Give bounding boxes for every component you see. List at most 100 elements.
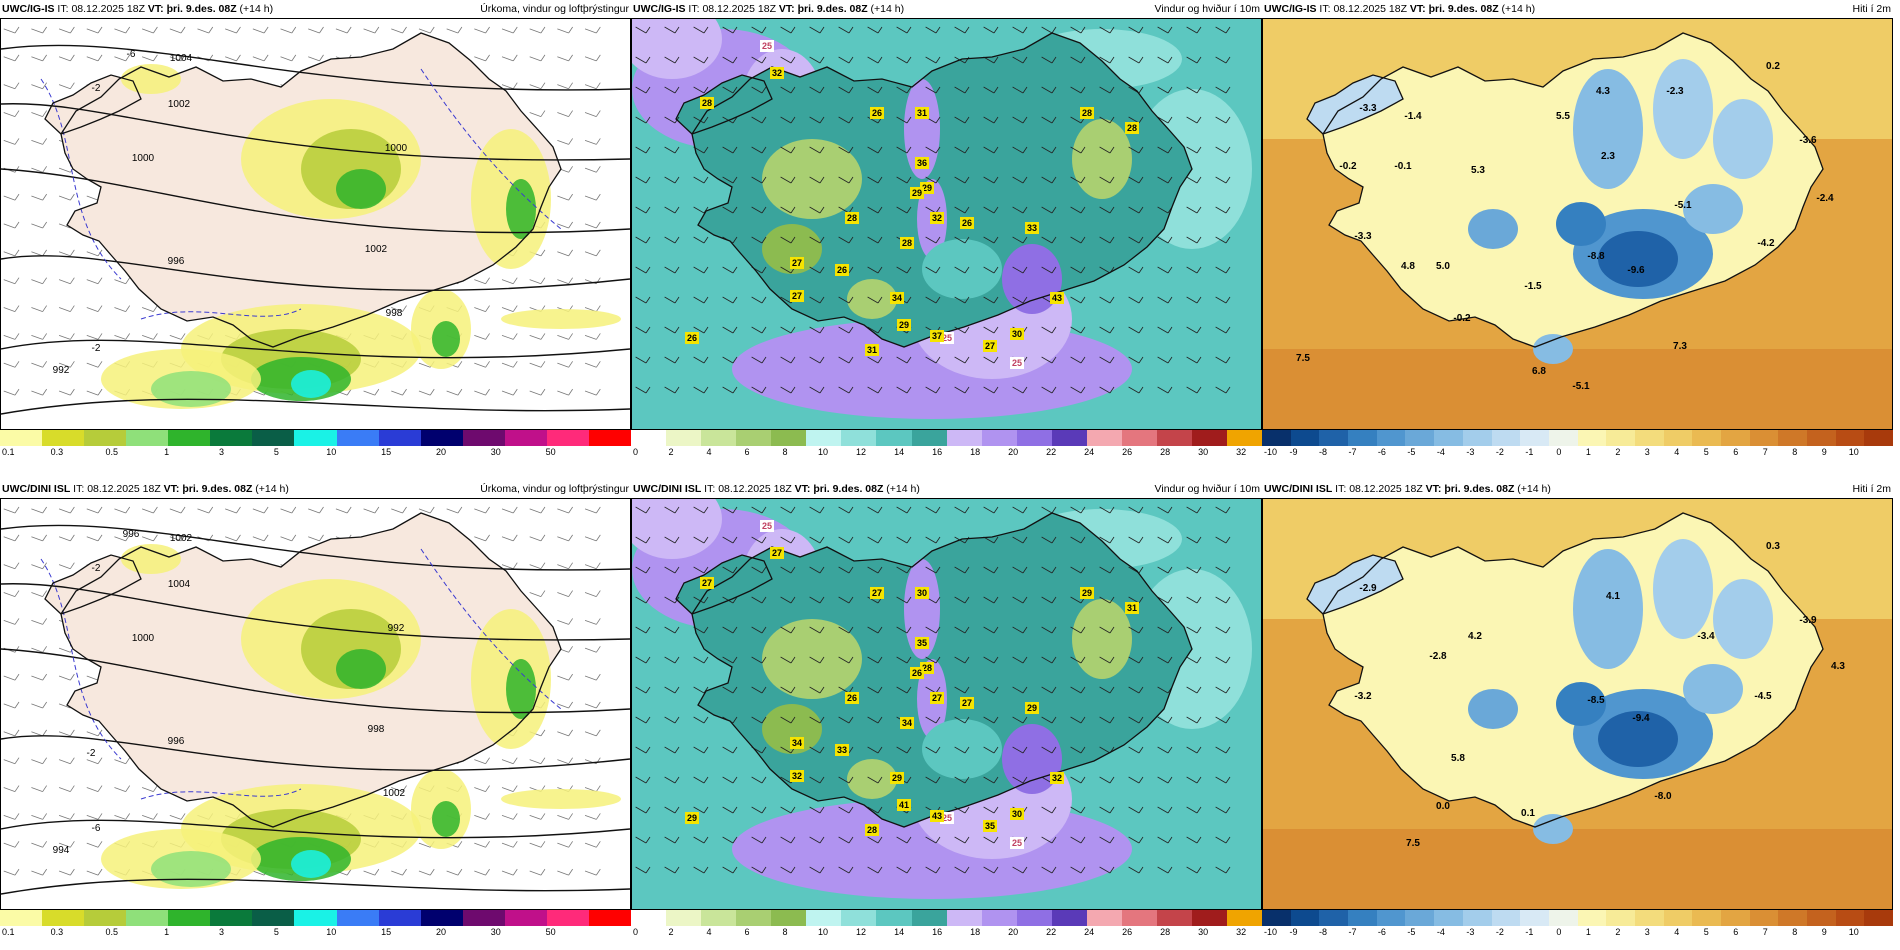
isobar-label: 1004 [170, 53, 193, 64]
colorbar-tick-label: 8 [782, 927, 788, 937]
gust-value: 30 [917, 588, 927, 598]
colorbar-tick-label: -1 [1525, 447, 1534, 457]
gust-marker [1010, 328, 1024, 340]
colorbar-swatch [946, 430, 982, 446]
colorbar-tick-label: 18 [970, 927, 981, 937]
colorbar-swatch [504, 430, 547, 446]
sea-band [1263, 829, 1892, 909]
wind-map[interactable]: 25 32 28 28 26 31 28 28 36 29 26 32 29 33 28 27 26 27 34 25… [631, 18, 1262, 430]
panel-header: UWC/IG-IS IT: 08.12.2025 18Z VT: þri. 9.… [631, 0, 1262, 18]
wind-map[interactable]: 25 27 27 29 27 30 31 26 35 28 27 27 26 29 34 34 33 32 29 25… [631, 498, 1262, 910]
colorbar-swatch [504, 910, 547, 926]
colorbar-tick-label: 20 [435, 927, 446, 937]
temperature-map[interactable]: 0.3 -2.9 4.1 -3.9 -2.8 4.2 -3.4 4.3 -3.2 -8.5 -4.5… [1262, 498, 1893, 910]
isobar-label: 1002 [383, 788, 406, 799]
coastline [1306, 32, 1824, 348]
colorbar-swatch [736, 910, 772, 926]
colorbar-swatch [168, 910, 211, 926]
gust-value: 29 [912, 188, 922, 198]
isobar-label: 992 [388, 623, 405, 634]
colorbar-swatch [1348, 430, 1377, 446]
map-canvas: 1004 1002 1000 996 992 998 1002 1000 -6 -2 -2 [1, 19, 630, 429]
gust-value: 30 [1012, 329, 1022, 339]
colorbar-swatch [1864, 910, 1894, 926]
value-labels: 1004 1002 1000 996 992 998 1002 1000 -6 -2 -2 [53, 49, 408, 376]
colorbar-tick-label: 5 [1703, 927, 1709, 937]
colorbar-swatch [701, 430, 737, 446]
temperature-value: 4.8 [1401, 261, 1415, 272]
colorbar-swatch [1548, 910, 1578, 926]
colorbar-swatch [210, 910, 253, 926]
colorbar-tick-label: -10 [1264, 447, 1278, 457]
gust-marker [1025, 702, 1039, 714]
colorbar-swatch [0, 430, 43, 446]
panel-r1-temp: UWC/DINI ISL IT: 08.12.2025 18Z VT: þri.… [1262, 480, 1894, 946]
colorbar-swatch [1692, 430, 1721, 446]
colorbar-swatch [1548, 430, 1578, 446]
colorbar-swatch [1606, 430, 1635, 446]
temperature-value: -0.2 [1339, 161, 1357, 172]
gust-value: 27 [792, 291, 802, 301]
colorbar-swatch [252, 910, 295, 926]
precip-shading [101, 64, 621, 409]
gust-value: 34 [792, 738, 802, 748]
gust-marker [1050, 292, 1064, 304]
colorbar-swatch [911, 430, 947, 446]
temperature-value: -5.1 [1674, 200, 1692, 211]
colorbar-swatch [1491, 910, 1521, 926]
precip-map[interactable]: 1002 1004 1000 996 994 1002 998 992 996 -6 -2 -2 [0, 498, 631, 910]
gust-value: 32 [792, 771, 802, 781]
gust-value: 25 [1012, 838, 1022, 848]
temperature-shading [1468, 59, 1773, 364]
colorbar-swatch [841, 910, 877, 926]
isobar-label: 996 [168, 736, 185, 747]
temperature-value: 7.5 [1406, 838, 1420, 849]
colorbar-tick-label: 10 [818, 927, 829, 937]
colorbar-swatch [806, 430, 842, 446]
colorbar-tick-label: 32 [1236, 447, 1247, 457]
gust-marker [700, 577, 714, 589]
gust-value: 29 [892, 773, 902, 783]
colorbar-swatch [252, 430, 295, 446]
panel-title: Hiti í 2m [1852, 483, 1891, 495]
temperature-map[interactable]: 0.2 -3.3 -1.4 5.5 4.3 -2.3 -0.2 -0.1 5.3 2.3 -3.6 -… [1262, 18, 1893, 430]
colorbar-tick-label: 0 [1556, 447, 1562, 457]
colorbar-tick-label: 1 [164, 927, 170, 937]
gust-value: 29 [687, 813, 697, 823]
gust-value: 31 [1127, 603, 1137, 613]
colorbar-tick-label: 1 [1585, 447, 1591, 457]
colorbar-swatch [588, 910, 631, 926]
precip-map[interactable]: 1004 1002 1000 996 992 998 1002 1000 -6 -2 -2 [0, 18, 631, 430]
colorbar-swatch [1319, 910, 1349, 926]
temperature-value: 6.8 [1532, 366, 1546, 377]
map-canvas: 0.3 -2.9 4.1 -3.9 -2.8 4.2 -3.4 4.3 -3.2 -8.5 -4.5… [1263, 499, 1892, 909]
land-fill [676, 555, 772, 614]
colorbar-tick-label: 1 [1585, 927, 1591, 937]
gust-value: 26 [872, 108, 882, 118]
gust-value: 41 [899, 800, 909, 810]
colorbar-swatch [1692, 910, 1721, 926]
colorbar-swatch [1434, 430, 1463, 446]
panel-run-info: UWC/IG-IS IT: 08.12.2025 18Z VT: þri. 9.… [2, 3, 274, 15]
gust-value: 25 [762, 521, 772, 531]
value-labels: 1002 1004 1000 996 994 1002 998 992 996 -6 -2 -2 [53, 529, 406, 856]
colorbar-tick-label: 30 [490, 927, 501, 937]
gust-marker [770, 67, 784, 79]
colorbar-swatch [1262, 430, 1291, 446]
gust-marker [790, 737, 804, 749]
colorbar-swatch [84, 910, 127, 926]
land-fill [1307, 555, 1403, 614]
temperature-value: -2.8 [1429, 651, 1447, 662]
colorbar-tick-label: -8 [1318, 447, 1327, 457]
colorbar-labels: 0 2 4 6 8 10 12 14 16 18 20 22 24 26 28 30 32 [631, 447, 1262, 459]
colorbar-tick-label: 0.5 [105, 447, 118, 457]
colorbar [0, 910, 631, 926]
gust-marker [790, 770, 804, 782]
temperature-value: -3.3 [1354, 231, 1372, 242]
isobar-label: -2 [92, 83, 101, 94]
colorbar-tick-label: 5 [273, 927, 279, 937]
gust-value: 28 [902, 238, 912, 248]
gust-value: 35 [917, 638, 927, 648]
temperature-value: 0.2 [1766, 61, 1780, 72]
colorbar-tick-label: 3 [1644, 447, 1650, 457]
